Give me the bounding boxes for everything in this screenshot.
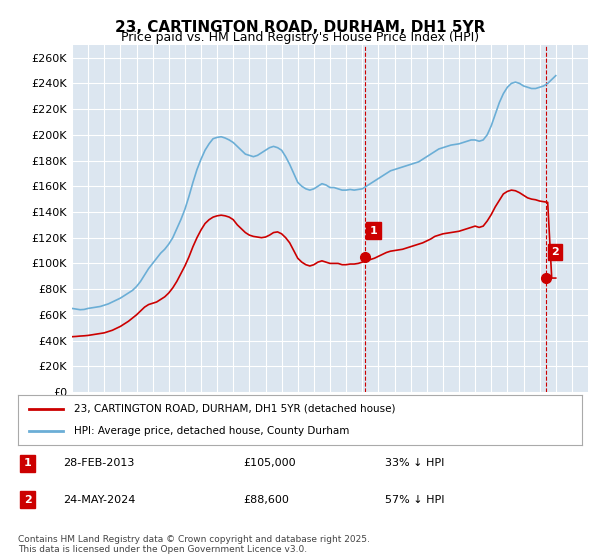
Text: 57% ↓ HPI: 57% ↓ HPI bbox=[385, 495, 444, 505]
Text: Price paid vs. HM Land Registry's House Price Index (HPI): Price paid vs. HM Land Registry's House … bbox=[121, 31, 479, 44]
Text: 33% ↓ HPI: 33% ↓ HPI bbox=[385, 459, 444, 468]
Text: 28-FEB-2013: 28-FEB-2013 bbox=[63, 459, 134, 468]
Text: Contains HM Land Registry data © Crown copyright and database right 2025.
This d: Contains HM Land Registry data © Crown c… bbox=[18, 535, 370, 554]
Text: 1: 1 bbox=[23, 459, 31, 468]
Text: 23, CARTINGTON ROAD, DURHAM, DH1 5YR: 23, CARTINGTON ROAD, DURHAM, DH1 5YR bbox=[115, 20, 485, 35]
Text: 2: 2 bbox=[23, 495, 31, 505]
Text: 23, CARTINGTON ROAD, DURHAM, DH1 5YR (detached house): 23, CARTINGTON ROAD, DURHAM, DH1 5YR (de… bbox=[74, 404, 396, 414]
Text: 1: 1 bbox=[370, 226, 377, 236]
Text: 2: 2 bbox=[551, 247, 559, 257]
Text: HPI: Average price, detached house, County Durham: HPI: Average price, detached house, Coun… bbox=[74, 426, 350, 436]
Text: 24-MAY-2024: 24-MAY-2024 bbox=[63, 495, 136, 505]
Text: £88,600: £88,600 bbox=[244, 495, 289, 505]
Text: £105,000: £105,000 bbox=[244, 459, 296, 468]
